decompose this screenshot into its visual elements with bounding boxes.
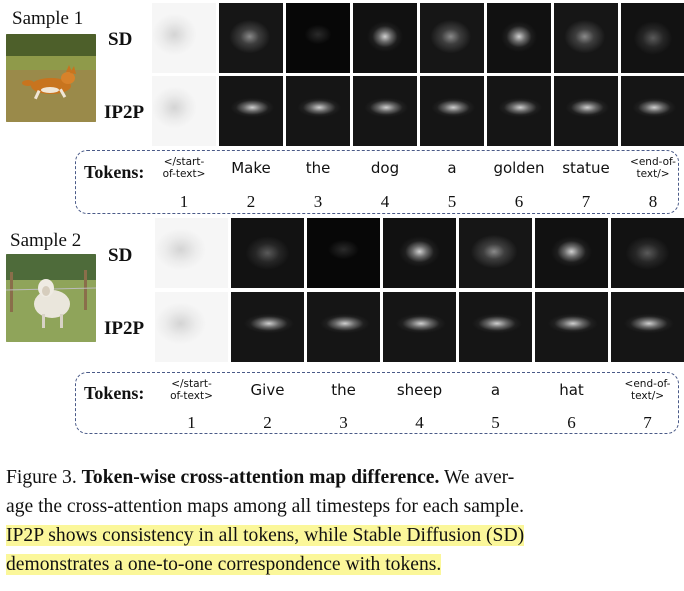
token-s2-5: a xyxy=(491,381,500,399)
sample-2-label: Sample 2 xyxy=(10,230,82,251)
attention-map-s2-sd-5 xyxy=(459,218,532,288)
token-s2-4: sheep xyxy=(397,381,442,399)
attention-map-s2-ip2p-2 xyxy=(231,292,304,362)
attention-map-s2-sd-3 xyxy=(307,218,380,288)
attention-map-s1-sd-4 xyxy=(353,3,417,73)
attention-map-s2-ip2p-7 xyxy=(611,292,684,362)
caption-prefix: Figure 3. xyxy=(6,467,77,488)
token-number-s2-7: 7 xyxy=(643,413,652,432)
caption-line2: age the cross-attention maps among all t… xyxy=(6,496,524,517)
token-s2-6-line-1: hat xyxy=(559,381,584,399)
tokens-title-sample-2: Tokens: xyxy=(84,383,145,403)
attention-map-s1-ip2p-4 xyxy=(353,76,417,146)
token-number-s2-4: 4 xyxy=(415,413,424,432)
attention-map-s1-ip2p-7 xyxy=(554,76,618,146)
sample-1-label: Sample 1 xyxy=(12,8,84,29)
token-number-s2-3: 3 xyxy=(339,413,348,432)
figure-caption: Figure 3. Token-wise cross-attention map… xyxy=(6,463,682,579)
attention-map-s1-ip2p-2 xyxy=(219,76,283,146)
token-s1-4: dog xyxy=(371,159,399,177)
token-s2-5-line-1: a xyxy=(490,381,501,399)
token-s1-8-line-2: text/> xyxy=(636,168,670,180)
token-number-s2-2: 2 xyxy=(263,413,272,432)
token-s1-3: the xyxy=(306,159,331,177)
row-label-sd: SD xyxy=(108,29,133,50)
token-s2-4-line-1: sheep xyxy=(396,381,443,399)
attention-map-s2-ip2p-5 xyxy=(459,292,532,362)
token-s1-7: statue xyxy=(562,159,610,177)
tokens-title-sample-1: Tokens: xyxy=(84,162,145,182)
caption-line3-highlight: IP2P shows consistency in all tokens, wh… xyxy=(6,525,525,546)
token-s1-1-line-2: of-text> xyxy=(162,168,206,180)
row-label-sd-2: SD xyxy=(108,245,133,266)
token-s2-3: the xyxy=(331,381,356,399)
attention-map-s1-sd-7 xyxy=(554,3,618,73)
token-s1-1-line-1: </start- xyxy=(163,156,205,168)
token-number-s2-1: 1 xyxy=(187,413,196,432)
attention-map-s2-sd-7 xyxy=(611,218,684,288)
attention-map-s1-ip2p-6 xyxy=(487,76,551,146)
token-s1-7-line-1: statue xyxy=(562,159,610,177)
attention-map-s2-ip2p-4 xyxy=(383,292,456,362)
token-s2-7: <end-of-text/> xyxy=(625,378,671,402)
token-s1-8: <end-of-text/> xyxy=(630,156,676,180)
attention-map-s1-sd-6 xyxy=(487,3,551,73)
token-number-s1-3: 3 xyxy=(313,192,323,211)
row-label-ip2p-2: IP2P xyxy=(104,318,145,339)
token-s1-5: a xyxy=(447,159,456,177)
token-s1-1: </start-of-text> xyxy=(163,156,206,180)
attention-map-s1-ip2p-5 xyxy=(420,76,484,146)
token-s2-1-line-2: of-text> xyxy=(170,390,213,402)
token-s2-7-line-2: text/> xyxy=(630,390,665,402)
token-s2-1: </start-of-text> xyxy=(170,378,213,402)
attention-map-s1-sd-8 xyxy=(621,3,684,73)
attention-map-s2-ip2p-3 xyxy=(307,292,380,362)
attention-map-s1-sd-5 xyxy=(420,3,484,73)
token-number-s2-5: 5 xyxy=(491,413,500,432)
caption-line1-rest: We aver- xyxy=(443,467,515,488)
token-s1-3-line-1: the xyxy=(305,159,331,177)
token-s1-2: Make xyxy=(231,159,271,177)
token-s2-1-line-1: </start- xyxy=(171,378,212,390)
token-s2-6: hat xyxy=(559,381,584,399)
token-number-s1-7: 7 xyxy=(581,192,591,211)
attention-map-s1-ip2p-8 xyxy=(621,76,684,146)
tokens-box-sample-2 xyxy=(75,372,679,434)
token-s2-2-line-1: Give xyxy=(250,381,285,399)
token-number-s1-8: 8 xyxy=(648,192,658,211)
token-s1-4-line-1: dog xyxy=(370,159,400,177)
caption-line4-highlight: demonstrates a one-to-one correspondence… xyxy=(6,554,442,575)
token-s2-2: Give xyxy=(251,381,285,399)
token-s2-3-line-1: the xyxy=(331,381,356,399)
attention-map-s1-sd-1 xyxy=(152,3,216,73)
token-number-s1-5: 5 xyxy=(447,192,457,211)
token-number-s1-6: 6 xyxy=(514,192,524,211)
row-label-ip2p: IP2P xyxy=(104,102,145,123)
attention-map-s2-ip2p-6 xyxy=(535,292,608,362)
attention-map-s2-sd-6 xyxy=(535,218,608,288)
attention-map-s2-ip2p-1 xyxy=(155,292,228,362)
attention-map-s2-sd-2 xyxy=(231,218,304,288)
attention-map-s1-sd-3 xyxy=(286,3,350,73)
token-number-s1-2: 2 xyxy=(246,192,256,211)
token-number-s1-1: 1 xyxy=(179,192,189,211)
token-s1-5-line-1: a xyxy=(447,159,457,177)
attention-map-s1-ip2p-3 xyxy=(286,76,350,146)
token-s1-6-line-1: golden xyxy=(493,159,545,177)
tokens-box-sample-1 xyxy=(75,150,679,214)
attention-map-s2-sd-4 xyxy=(383,218,456,288)
attention-map-s1-sd-2 xyxy=(219,3,283,73)
token-number-s2-6: 6 xyxy=(567,413,576,432)
token-s1-2-line-1: Make xyxy=(231,159,271,177)
token-s1-8-line-1: <end-of- xyxy=(630,156,676,168)
token-number-s1-4: 4 xyxy=(380,192,390,211)
sample-1-dog-photo xyxy=(6,34,96,122)
attention-map-s2-sd-1 xyxy=(155,218,228,288)
token-s1-6: golden xyxy=(493,159,544,177)
attention-map-s1-ip2p-1 xyxy=(152,76,216,146)
token-s2-7-line-1: <end-of- xyxy=(624,378,671,390)
sample-2-sheep-photo xyxy=(6,254,96,342)
caption-bold-title: Token-wise cross-attention map differenc… xyxy=(81,467,440,488)
